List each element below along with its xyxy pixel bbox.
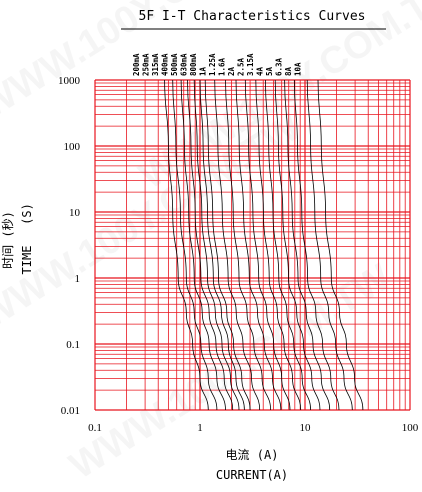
rating-label: 4A bbox=[256, 66, 265, 76]
series-curve-800mA bbox=[204, 79, 251, 411]
rating-label: 800mA bbox=[189, 53, 198, 76]
y-tick-label: 0.01 bbox=[61, 405, 80, 417]
series-curve-8A bbox=[306, 79, 353, 411]
series-curve-1.6A bbox=[235, 79, 282, 411]
series-curve-250mA bbox=[172, 79, 218, 411]
rating-labels: 200mA 250mA 315mA 400mA 500mA 630mA 800mA 1A 1.2… bbox=[132, 53, 303, 76]
rating-label: 6.3A bbox=[275, 57, 284, 76]
series-curve-200mA bbox=[164, 79, 209, 411]
y-tick-label: 100 bbox=[64, 141, 81, 153]
series-curve-2.5A bbox=[255, 79, 302, 411]
rating-label: 400mA bbox=[161, 53, 170, 76]
x-tick-label: 100 bbox=[402, 422, 419, 434]
rating-label: 250mA bbox=[142, 53, 151, 76]
series-curve-4A bbox=[274, 79, 321, 411]
series-curve-315mA bbox=[180, 79, 226, 411]
y-axis-unit: (S) bbox=[20, 203, 34, 225]
rating-label: 200mA bbox=[132, 53, 141, 76]
rating-label: 630mA bbox=[180, 53, 189, 76]
y-tick-label: 0.1 bbox=[66, 339, 80, 351]
y-tick-labels: 1000 100 10 1 0.1 0.01 bbox=[58, 75, 81, 417]
series-curve-5A bbox=[284, 79, 331, 411]
series-curve-400mA bbox=[187, 79, 234, 411]
rating-label: 8A bbox=[284, 66, 293, 76]
x-tick-label: 10 bbox=[300, 422, 312, 434]
y-axis-label-cn: 时间 (秒) bbox=[1, 211, 15, 269]
rating-label: 2.5A bbox=[237, 57, 246, 76]
x-axis-label: CURRENT(A) bbox=[216, 468, 288, 482]
grid bbox=[94, 79, 411, 411]
rating-label: 500mA bbox=[170, 53, 179, 76]
x-tick-labels: 0.1 1 10 100 bbox=[88, 422, 419, 434]
chart-title: 5F I-T Characteristics Curves bbox=[139, 9, 366, 24]
series-curve-2A bbox=[244, 79, 291, 411]
series-curve-1A bbox=[214, 79, 261, 411]
y-tick-label: 10 bbox=[69, 207, 81, 219]
rating-label: 1.6A bbox=[218, 57, 227, 76]
series-curve-1.25A bbox=[225, 79, 271, 411]
x-tick-label: 1 bbox=[197, 422, 203, 434]
rating-label: 5A bbox=[265, 66, 274, 76]
rating-label: 10A bbox=[294, 62, 303, 76]
rating-label: 3.15A bbox=[246, 53, 255, 76]
series-curve-10A bbox=[317, 79, 364, 411]
y-axis-label: TIME bbox=[20, 246, 34, 275]
rating-label: 1A bbox=[199, 66, 208, 76]
rating-label: 2A bbox=[227, 66, 236, 76]
series-curve-500mA bbox=[193, 79, 240, 411]
x-tick-label: 0.1 bbox=[88, 422, 102, 434]
x-axis-label-cn: 电流 (A) bbox=[226, 448, 279, 462]
rating-label: 1.25A bbox=[208, 53, 217, 76]
y-tick-label: 1 bbox=[75, 273, 81, 285]
series-curve-6.3A bbox=[293, 79, 340, 411]
series-curves bbox=[164, 79, 364, 411]
series-curve-3.15A bbox=[265, 79, 311, 411]
series-curve-630mA bbox=[199, 79, 245, 411]
y-tick-label: 1000 bbox=[58, 75, 81, 87]
rating-label: 315mA bbox=[151, 53, 160, 76]
